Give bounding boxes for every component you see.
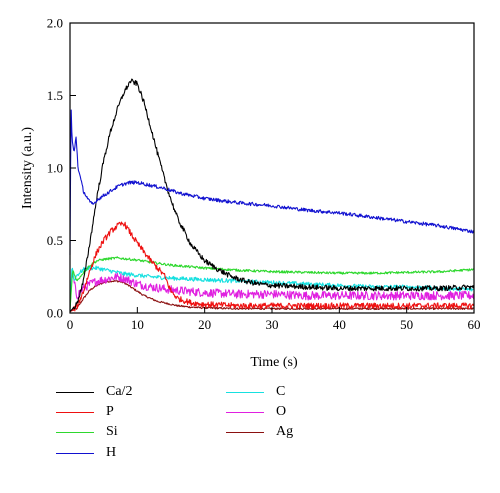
y-axis-label: Intensity (a.u.) xyxy=(20,127,35,209)
series-line xyxy=(69,265,474,309)
x-tick-label: 0 xyxy=(67,317,74,332)
x-tick-label: 60 xyxy=(468,317,481,332)
y-tick-label: 0.5 xyxy=(47,233,63,248)
series-line xyxy=(69,221,475,313)
y-tick-label: 2.0 xyxy=(47,16,63,31)
x-axis-label: Time (s) xyxy=(250,355,298,370)
y-tick-label: 1.5 xyxy=(47,88,63,103)
plot-frame xyxy=(69,22,475,314)
y-tick-label: 1.0 xyxy=(47,161,63,176)
x-tick-label: 20 xyxy=(198,317,211,332)
x-tick-label: 10 xyxy=(131,317,144,332)
series-line xyxy=(69,78,475,312)
series-line xyxy=(69,109,475,256)
series-layer xyxy=(69,78,475,313)
x-tick-label: 50 xyxy=(400,317,413,332)
series-line xyxy=(69,256,474,311)
x-tick-label: 30 xyxy=(266,317,279,332)
series-line xyxy=(69,272,475,311)
x-tick-label: 40 xyxy=(333,317,346,332)
ticks-layer: 0 10 20 30 40 50 60 0.0 0.5 1.0 1.5 2.0 xyxy=(47,16,481,333)
y-tick-label: 0.0 xyxy=(47,306,63,321)
